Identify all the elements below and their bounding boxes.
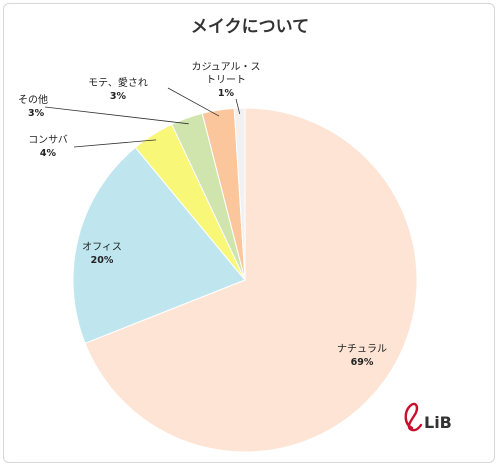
slice-4-label: モテ、愛され: [88, 76, 148, 89]
slice-4-percent-label: 3%: [110, 91, 127, 102]
slice-4-leader-line: [167, 87, 220, 117]
slice-5-percent-label: 1%: [218, 88, 235, 99]
slice-5-leader-line: [235, 98, 241, 115]
slice-1-percent-label: 20%: [91, 255, 114, 266]
leader-lines: [44, 87, 241, 148]
slice-2-percent-label: 4%: [40, 148, 57, 159]
slice-1-wedge: [72, 146, 246, 344]
slice-1-label: オフィス: [82, 241, 122, 253]
lib-logo-text: LiB: [424, 413, 452, 432]
slice-5-label-line-2: トリート: [206, 75, 246, 86]
lib-logo-mark: [404, 402, 423, 432]
slice-2-label: コンサバ: [28, 134, 68, 146]
pie-slices: [72, 107, 418, 453]
slice-0-label: ナチュラル: [337, 343, 387, 355]
slice-0-percent-label: 69%: [351, 357, 374, 368]
slice-0-wedge: [84, 107, 418, 453]
slice-3-label: その他: [18, 93, 48, 106]
slice-3-percent-label: 3%: [28, 108, 45, 119]
slice-labels: ナチュラル 69% オフィス 20% コンサバ 4% その他 3% モテ、愛され 3% カジュアル・…: [18, 61, 387, 368]
chart-title: メイクについて: [191, 17, 309, 37]
lib-logo: LiB: [404, 402, 452, 432]
slice-5-label-line-1: カジュアル・ス: [192, 61, 261, 73]
slice-3-leader-line: [44, 106, 189, 125]
slice-5-wedge: [233, 107, 246, 281]
slice-2-leader-line: [73, 139, 157, 148]
